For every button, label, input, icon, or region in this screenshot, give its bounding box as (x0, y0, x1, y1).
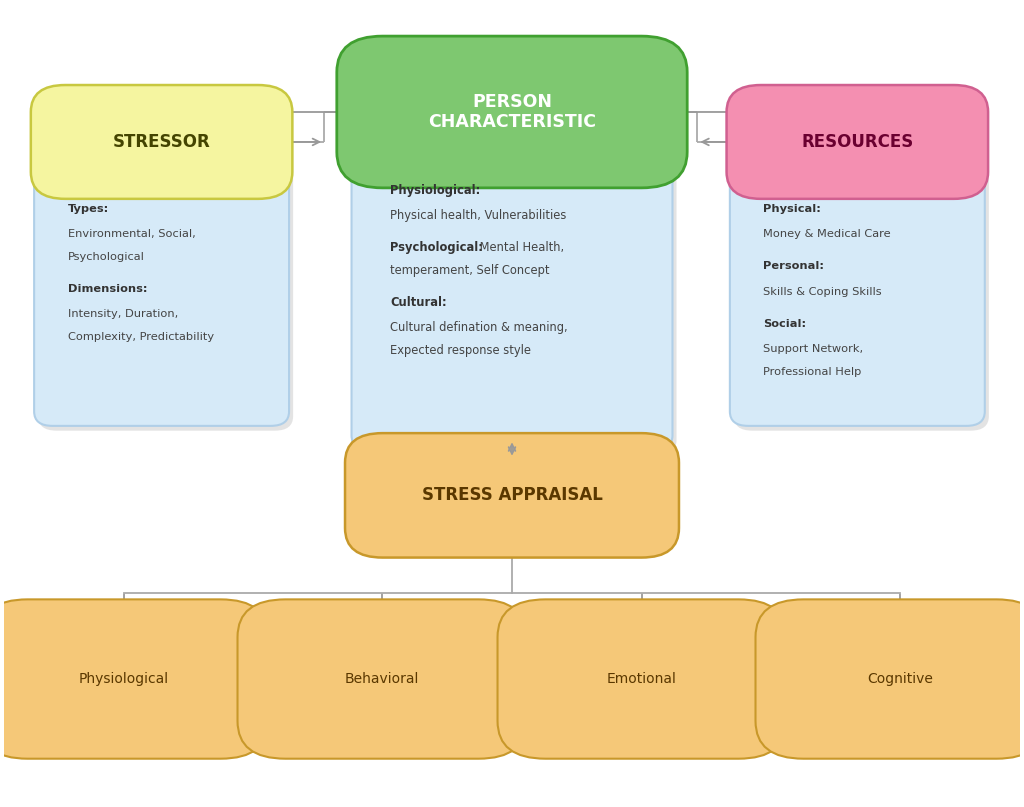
Text: Cultural:: Cultural: (390, 295, 446, 309)
Text: PERSON
CHARACTERISTIC: PERSON CHARACTERISTIC (428, 93, 596, 132)
FancyBboxPatch shape (519, 613, 764, 746)
FancyBboxPatch shape (12, 627, 242, 739)
FancyBboxPatch shape (788, 627, 1018, 739)
FancyBboxPatch shape (345, 433, 679, 558)
FancyBboxPatch shape (734, 98, 989, 431)
FancyBboxPatch shape (355, 58, 677, 454)
FancyBboxPatch shape (263, 618, 509, 751)
FancyBboxPatch shape (777, 613, 1022, 746)
Text: Types:: Types: (68, 204, 109, 214)
FancyBboxPatch shape (238, 600, 526, 759)
Text: Money & Medical Care: Money & Medical Care (763, 229, 891, 240)
Text: Dimensions:: Dimensions: (68, 284, 147, 294)
Text: Cultural defination & meaning,: Cultural defination & meaning, (390, 321, 567, 334)
Text: Psychological: Psychological (68, 252, 144, 261)
Text: Behavioral: Behavioral (345, 672, 419, 686)
FancyBboxPatch shape (2, 613, 247, 746)
Text: Physiological: Physiological (79, 672, 169, 686)
Text: temperament, Self Concept: temperament, Self Concept (390, 264, 550, 277)
Text: Environmental, Social,: Environmental, Social, (68, 229, 196, 240)
Text: Physical:: Physical: (763, 204, 821, 214)
FancyBboxPatch shape (31, 85, 293, 199)
Text: Expected response style: Expected response style (390, 344, 531, 357)
Text: Professional Help: Professional Help (763, 366, 862, 377)
Text: Physiological:: Physiological: (390, 184, 480, 197)
Text: Support Network,: Support Network, (763, 345, 863, 354)
Text: Intensity, Duration,: Intensity, Duration, (68, 309, 178, 320)
Text: Emotional: Emotional (607, 672, 677, 686)
Text: STRESS APPRAISAL: STRESS APPRAISAL (422, 487, 602, 504)
FancyBboxPatch shape (530, 627, 760, 739)
FancyBboxPatch shape (0, 600, 268, 759)
Text: STRESSOR: STRESSOR (113, 133, 211, 151)
FancyBboxPatch shape (781, 618, 1024, 751)
Text: Cognitive: Cognitive (867, 672, 933, 686)
FancyBboxPatch shape (730, 94, 985, 426)
Text: RESOURCES: RESOURCES (801, 133, 913, 151)
FancyBboxPatch shape (366, 60, 665, 172)
Text: Physical health, Vulnerabilities: Physical health, Vulnerabilities (390, 210, 566, 223)
FancyBboxPatch shape (498, 600, 786, 759)
FancyBboxPatch shape (756, 600, 1024, 759)
FancyBboxPatch shape (270, 627, 500, 739)
FancyBboxPatch shape (743, 100, 977, 192)
FancyBboxPatch shape (48, 100, 282, 192)
FancyBboxPatch shape (260, 613, 505, 746)
Text: Skills & Coping Skills: Skills & Coping Skills (763, 287, 882, 297)
FancyBboxPatch shape (523, 618, 768, 751)
Text: Social:: Social: (763, 319, 807, 328)
FancyBboxPatch shape (337, 36, 687, 188)
Text: Personal:: Personal: (763, 261, 824, 271)
FancyBboxPatch shape (351, 54, 673, 449)
Text: Complexity, Predictability: Complexity, Predictability (68, 332, 214, 341)
FancyBboxPatch shape (360, 447, 670, 553)
FancyBboxPatch shape (38, 98, 293, 431)
FancyBboxPatch shape (727, 85, 988, 199)
Text: Mental Health,: Mental Health, (476, 241, 564, 254)
Text: Psychological:: Psychological: (390, 241, 483, 254)
FancyBboxPatch shape (6, 618, 251, 751)
FancyBboxPatch shape (34, 94, 289, 426)
